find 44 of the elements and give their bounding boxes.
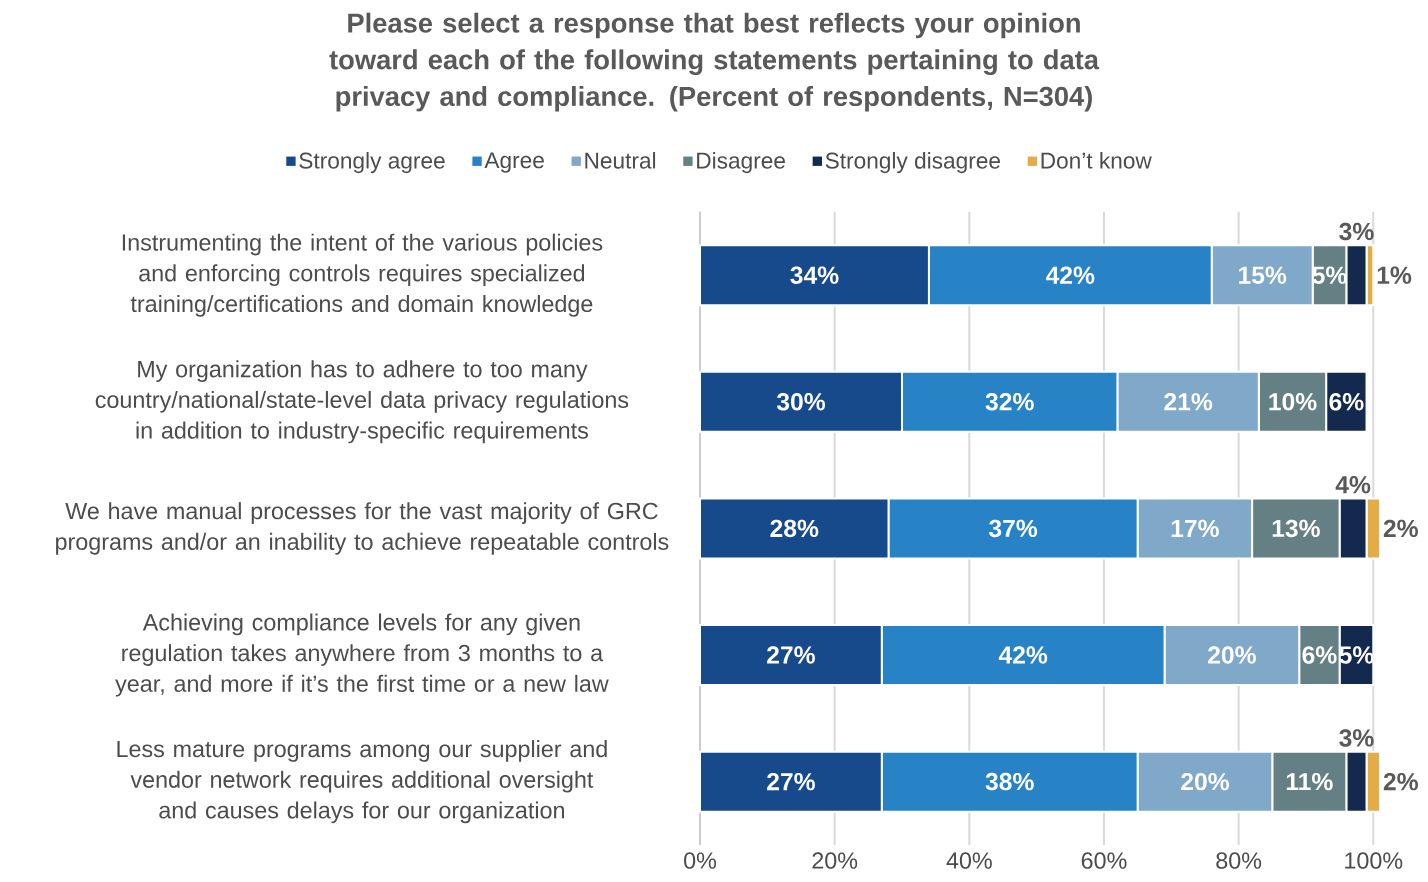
legend-label: Agree [484,152,544,173]
y-tick-label: We have manual processes for the vast majority of GRC programs and/or an inability to achieve repeatable controls [56,502,669,555]
data-label: 32% [985,393,1034,411]
data-label: 1% [1377,266,1412,284]
chart-title: Please select a response that best reflects your opinion toward each of the following statements pertaining to data privacy and compliance. (Percent of respondents, N=304) [329,12,1100,112]
data-label: 20% [1181,772,1229,791]
data-label: 42% [1046,266,1095,284]
data-label: 2% [1383,519,1418,538]
y-tick-label: Instrumenting the intent of the various policies and enforcing controls requires specialized training/certifications and domain knowledge [122,233,603,317]
legend-label: Neutral [585,152,656,169]
data-label: 30% [776,393,826,411]
data-label: 3% [1339,222,1374,241]
data-label: 13% [1272,519,1320,538]
x-tick-label: 20% [812,852,858,869]
legend-label: Don’t know [1041,152,1152,169]
data-label: 27% [767,772,815,791]
y-tick-label: My organization has to adhere to too many country/national/state-level data privacy regulations in addition to industry-specific requirements [95,360,629,444]
data-label: 4% [1335,476,1371,494]
legend-label: Strongly agree [299,152,445,174]
legend-label: Disagree [697,152,785,174]
data-label: 15% [1239,266,1287,284]
data-label: 38% [985,772,1034,791]
data-label: 34% [790,266,839,284]
x-tick-label: 60% [1081,852,1127,869]
data-label: 21% [1164,393,1213,411]
x-tick-label: 0% [684,852,717,869]
data-label: 20% [1208,646,1256,664]
data-label: 28% [770,519,819,538]
x-tick-label: 100% [1345,852,1403,869]
y-tick-label: Achieving compliance levels for any given regulation takes anywhere from 3 months to a year, and more if it’s the first time or a new law [115,613,609,697]
data-label: 27% [767,646,815,664]
data-label: 10% [1269,393,1317,411]
data-label: 6% [1329,393,1364,411]
data-label: 2% [1383,772,1418,791]
data-label: 37% [988,519,1038,538]
data-label: 42% [998,646,1048,664]
data-label: 11% [1286,772,1333,791]
data-label: 6% [1302,646,1337,664]
y-tick-label: Less mature programs among our supplier and vendor network requires additional oversight and causes delays for our organization [117,740,607,824]
data-label: 17% [1171,519,1219,538]
x-tick-label: 80% [1216,852,1262,869]
x-tick-label: 40% [946,852,992,869]
legend-label: Strongly disagree [825,152,1000,174]
data-label: 3% [1339,729,1374,747]
